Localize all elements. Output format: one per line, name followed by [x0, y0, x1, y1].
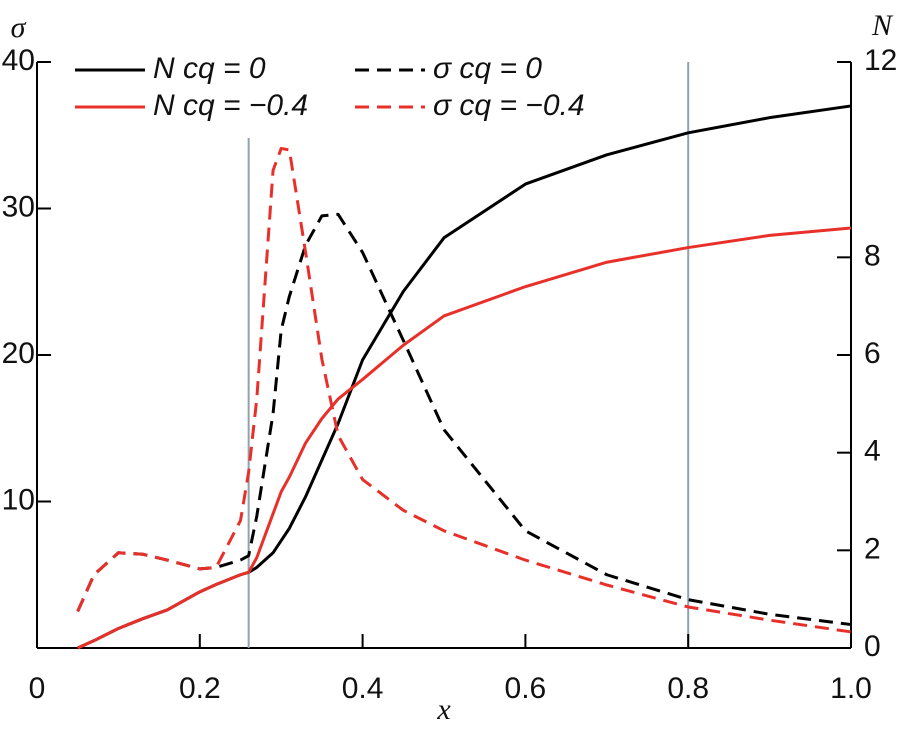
x-axis-label: x: [436, 693, 451, 726]
series-line: [77, 104, 852, 650]
series-line: [77, 226, 852, 650]
x-tick-label: 0.4: [342, 672, 384, 705]
y2-tick-label: 8: [864, 239, 881, 272]
series-line: [76, 146, 852, 634]
x-tick-label: 1.0: [830, 672, 872, 705]
y2-tick-label: 12: [864, 44, 897, 77]
legend-label: N cq = 0: [153, 52, 266, 85]
y-tick-label: 20: [2, 337, 35, 370]
y2-tick-label: 0: [864, 630, 881, 663]
y-tick-label: 40: [2, 44, 35, 77]
x-tick-label: 0.2: [179, 672, 221, 705]
x-tick-label: 0.8: [667, 672, 709, 705]
y-tick-label: 30: [2, 190, 35, 223]
y2-axis-label: N: [871, 9, 894, 42]
y2-tick-label: 2: [864, 532, 881, 565]
y2-tick-label: 4: [864, 435, 881, 468]
legend-label: σ cq = 0: [433, 52, 542, 85]
y-axis-label: σ: [11, 11, 27, 44]
legend-label: σ cq = −0.4: [433, 89, 585, 122]
y2-tick-label: 6: [864, 337, 881, 370]
y-tick-label: 10: [2, 483, 35, 516]
series-line: [76, 212, 852, 627]
legend-label: N cq = −0.4: [153, 89, 308, 122]
x-tick-label: 0.6: [505, 672, 547, 705]
x-tick-label: 0: [29, 672, 46, 705]
